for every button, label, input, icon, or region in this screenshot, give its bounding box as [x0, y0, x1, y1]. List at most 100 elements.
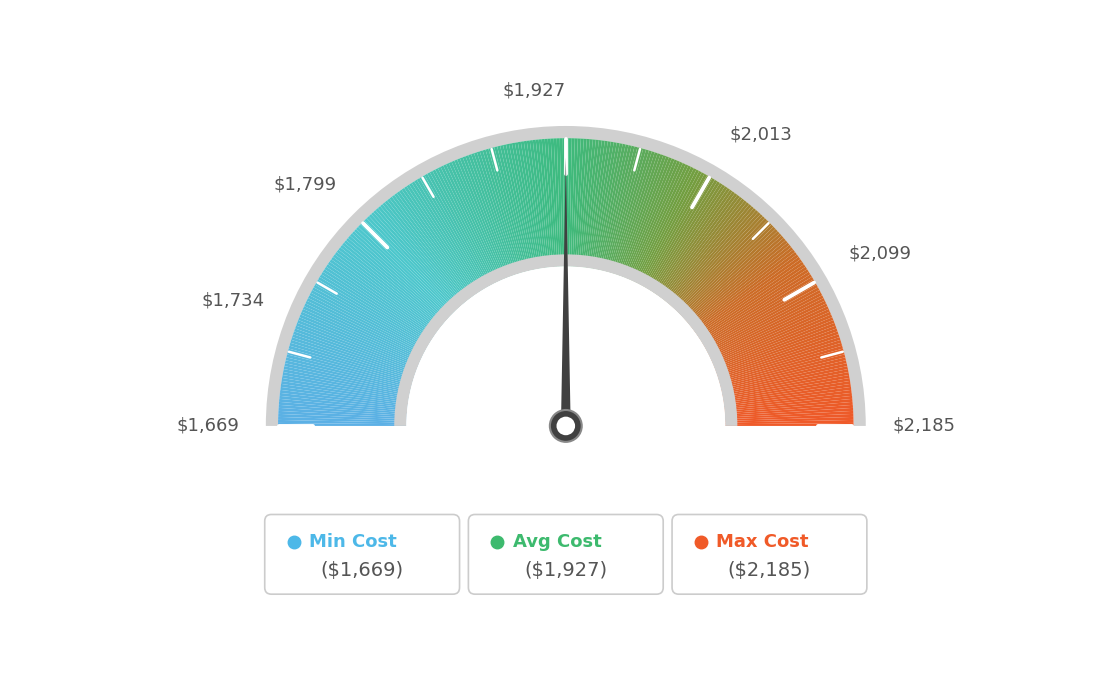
Wedge shape	[693, 255, 798, 333]
Wedge shape	[665, 200, 747, 302]
Wedge shape	[718, 337, 840, 378]
Wedge shape	[329, 259, 436, 335]
Wedge shape	[446, 163, 501, 281]
Wedge shape	[576, 139, 587, 267]
Circle shape	[556, 417, 575, 435]
Wedge shape	[404, 186, 478, 294]
Wedge shape	[584, 140, 602, 268]
Wedge shape	[700, 269, 809, 341]
Wedge shape	[711, 306, 829, 361]
Wedge shape	[362, 220, 454, 313]
Wedge shape	[715, 328, 838, 373]
Wedge shape	[724, 387, 851, 406]
Wedge shape	[662, 197, 742, 300]
Wedge shape	[282, 381, 408, 403]
Wedge shape	[293, 331, 415, 375]
Wedge shape	[658, 191, 735, 297]
Wedge shape	[378, 206, 463, 305]
Wedge shape	[509, 144, 535, 270]
Wedge shape	[690, 245, 792, 327]
Wedge shape	[412, 181, 481, 291]
Wedge shape	[614, 151, 655, 275]
Wedge shape	[722, 366, 848, 395]
Wedge shape	[337, 250, 439, 330]
Wedge shape	[506, 144, 534, 270]
Wedge shape	[425, 174, 489, 287]
Wedge shape	[593, 142, 617, 269]
Wedge shape	[625, 158, 675, 278]
Wedge shape	[587, 141, 608, 268]
FancyBboxPatch shape	[468, 515, 664, 594]
Wedge shape	[629, 162, 683, 280]
Text: $1,734: $1,734	[201, 291, 265, 309]
Wedge shape	[278, 411, 406, 420]
Wedge shape	[326, 264, 434, 337]
Wedge shape	[724, 390, 851, 408]
Wedge shape	[608, 149, 646, 273]
Wedge shape	[661, 195, 740, 299]
Wedge shape	[373, 210, 460, 308]
Wedge shape	[720, 351, 845, 386]
Wedge shape	[488, 148, 524, 273]
Wedge shape	[596, 144, 623, 270]
Wedge shape	[611, 150, 649, 273]
Wedge shape	[551, 139, 559, 267]
Wedge shape	[380, 204, 464, 304]
Wedge shape	[466, 155, 512, 277]
Wedge shape	[482, 150, 521, 273]
Wedge shape	[681, 227, 776, 317]
Wedge shape	[298, 317, 418, 367]
Wedge shape	[429, 171, 492, 286]
Wedge shape	[679, 222, 772, 315]
Wedge shape	[491, 147, 527, 272]
Wedge shape	[702, 277, 814, 345]
Wedge shape	[283, 369, 410, 396]
Wedge shape	[309, 293, 425, 353]
Wedge shape	[724, 393, 852, 409]
Wedge shape	[565, 138, 569, 266]
Text: ($1,669): ($1,669)	[320, 562, 404, 580]
Wedge shape	[435, 168, 495, 284]
Wedge shape	[477, 151, 518, 275]
Wedge shape	[278, 420, 406, 424]
Wedge shape	[622, 156, 669, 277]
Wedge shape	[346, 238, 445, 323]
Wedge shape	[709, 301, 826, 358]
Wedge shape	[725, 417, 853, 422]
Wedge shape	[691, 247, 793, 328]
Wedge shape	[440, 166, 498, 282]
Wedge shape	[433, 170, 493, 285]
Wedge shape	[285, 360, 411, 391]
Wedge shape	[590, 141, 611, 268]
Wedge shape	[384, 200, 467, 302]
Wedge shape	[527, 140, 545, 268]
Wedge shape	[394, 255, 737, 426]
Wedge shape	[480, 150, 520, 274]
Wedge shape	[591, 141, 614, 269]
Wedge shape	[650, 181, 720, 291]
Wedge shape	[348, 235, 446, 322]
Wedge shape	[723, 375, 850, 400]
Wedge shape	[468, 154, 513, 276]
Wedge shape	[723, 378, 850, 401]
Wedge shape	[295, 326, 416, 372]
Wedge shape	[692, 250, 795, 330]
Wedge shape	[354, 229, 449, 318]
Wedge shape	[648, 180, 718, 290]
Wedge shape	[573, 139, 581, 267]
Wedge shape	[352, 231, 448, 319]
Wedge shape	[673, 214, 763, 310]
Wedge shape	[416, 178, 485, 290]
Wedge shape	[623, 157, 671, 278]
Wedge shape	[390, 197, 469, 300]
Text: Max Cost: Max Cost	[716, 533, 809, 551]
Wedge shape	[626, 159, 678, 279]
Wedge shape	[694, 257, 800, 333]
Wedge shape	[633, 164, 688, 282]
Wedge shape	[722, 369, 849, 396]
Wedge shape	[315, 282, 427, 348]
Wedge shape	[301, 309, 421, 363]
Wedge shape	[689, 242, 789, 326]
Wedge shape	[530, 140, 548, 268]
Wedge shape	[704, 282, 817, 348]
